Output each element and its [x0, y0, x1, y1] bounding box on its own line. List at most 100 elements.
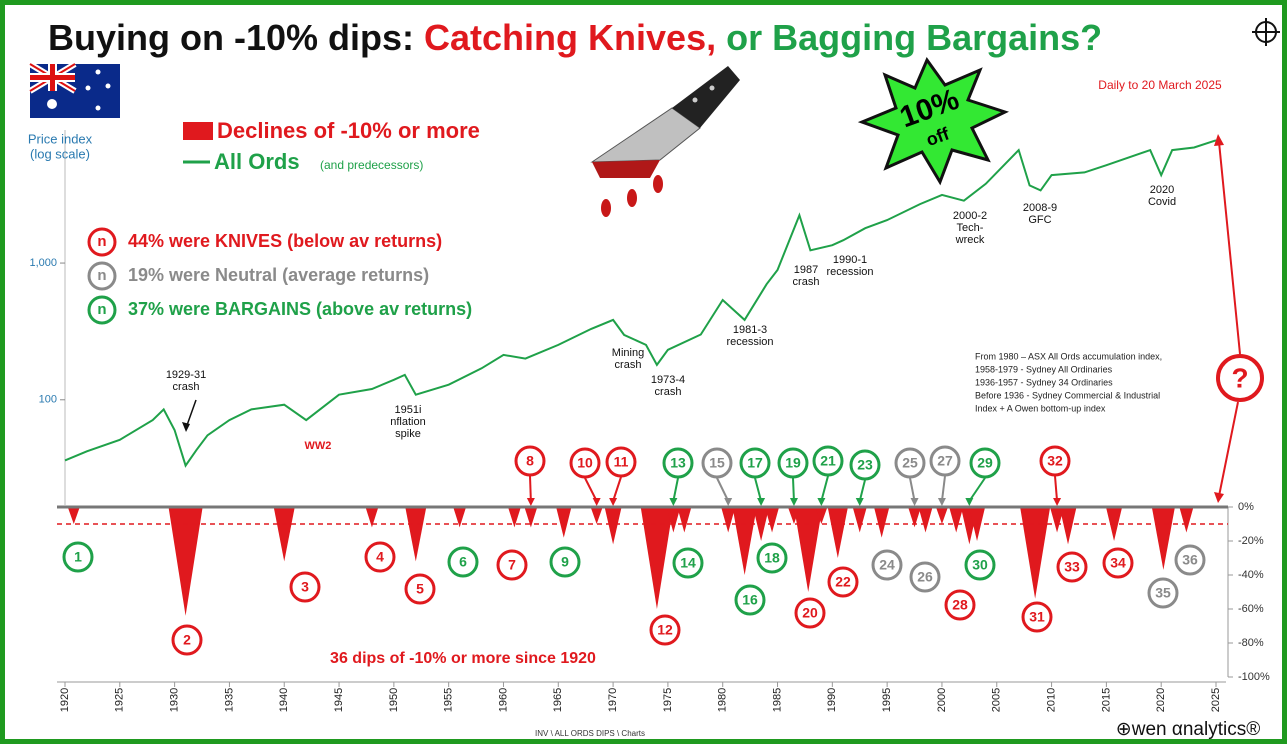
dip-label: 2	[183, 632, 191, 648]
stat-text: 37% were BARGAINS (above av returns)	[128, 299, 472, 319]
x-tick-label: 2025	[1210, 688, 1222, 712]
x-tick-label: 1955	[443, 688, 455, 712]
summary: 36 dips of -10% or more since 1920	[330, 650, 596, 667]
x-tick-label: 1945	[333, 688, 345, 712]
question-mark: ?	[1231, 362, 1248, 393]
x-tick-label: 1925	[114, 688, 126, 712]
annotation: crash	[793, 276, 820, 288]
annotation: 1929-31	[166, 369, 206, 381]
dip-label: 8	[526, 453, 534, 469]
x-tick-label: 2000	[936, 688, 948, 712]
x-tick-label: 2010	[1045, 688, 1057, 712]
x-tick-label: 1960	[497, 688, 509, 712]
dip-label: 36	[1182, 552, 1198, 568]
y-axis-label: (log scale)	[30, 146, 90, 161]
x-tick-label: 2020	[1155, 688, 1167, 712]
annotation: Covid	[1148, 196, 1176, 208]
dip-label: 34	[1110, 555, 1126, 571]
label-arrow	[530, 476, 531, 501]
y-tick-label: -100%	[1238, 671, 1270, 683]
y-tick-label: -20%	[1238, 535, 1264, 547]
dip-label: 1	[74, 549, 82, 565]
flag	[30, 64, 120, 118]
dip-label: 21	[820, 453, 836, 469]
dip-label: 20	[802, 605, 818, 621]
x-tick-label: 1940	[278, 688, 290, 712]
legend-note: (and predecessors)	[320, 158, 423, 172]
title-part: or Bagging Bargains?	[726, 17, 1102, 58]
dip-label: 22	[835, 574, 851, 590]
dip-label: 3	[301, 579, 309, 595]
annotation: Mining	[612, 347, 644, 359]
y-tick-label: -60%	[1238, 603, 1264, 615]
dip-label: 11	[614, 454, 629, 470]
x-tick-label: 1970	[607, 688, 619, 712]
dip-label: 4	[376, 549, 384, 565]
dip-label: 23	[857, 457, 873, 473]
annotation: recession	[826, 266, 873, 278]
x-tick-label: 1930	[169, 688, 181, 712]
note-line: Index + A Owen bottom-up index	[975, 403, 1106, 413]
annotation: Tech-	[957, 222, 984, 234]
annotation: recession	[726, 336, 773, 348]
note-line: Before 1936 - Sydney Commercial & Indust…	[975, 390, 1160, 400]
dip-label: 33	[1064, 559, 1080, 575]
annotation: 2000-2	[953, 210, 987, 222]
annotation: WW2	[305, 440, 332, 452]
dip-label: 17	[747, 455, 763, 471]
dip-label: 31	[1029, 609, 1045, 625]
x-tick-label: 1950	[388, 688, 400, 712]
annotation: 1990-1	[833, 254, 867, 266]
note-line: 1936-1957 - Sydney 34 Ordinaries	[975, 377, 1113, 387]
dip-label: 26	[917, 569, 933, 585]
stat-marker-label: n	[97, 233, 106, 250]
annotation: crash	[655, 386, 682, 398]
legend-label: All Ords	[214, 149, 300, 174]
x-tick-label: 1975	[662, 688, 674, 712]
dip-label: 27	[937, 453, 953, 469]
dip-label: 16	[742, 592, 758, 608]
annotation: 2008-9	[1023, 202, 1057, 214]
x-tick-label: 1980	[717, 688, 729, 712]
dip-label: 28	[952, 597, 968, 613]
label-arrow	[793, 478, 794, 501]
dip-label: 35	[1155, 585, 1171, 601]
annotation: GFC	[1028, 214, 1051, 226]
x-tick-label: 2005	[991, 688, 1003, 712]
annotation: 2020	[1150, 184, 1174, 196]
y-tick-label: 1,000	[29, 257, 57, 269]
x-tick-label: 2015	[1100, 688, 1112, 712]
dip-label: 7	[508, 557, 516, 573]
y-axis-label: Price index	[28, 131, 93, 146]
dip-label: 32	[1047, 453, 1063, 469]
dip-label: 14	[680, 555, 696, 571]
chart: Buying on -10% dips: Catching Knives, or…	[0, 0, 1287, 744]
dip-label: 12	[657, 622, 673, 638]
stat-marker-label: n	[97, 301, 106, 318]
annotation: 1973-4	[651, 374, 685, 386]
note-line: 1958-1979 - Sydney All Ordinaries	[975, 364, 1113, 374]
stat-marker-label: n	[97, 267, 106, 284]
dip-label: 24	[879, 557, 895, 573]
annotation: wreck	[955, 234, 985, 246]
dip-label: 6	[459, 554, 467, 570]
note-line: From 1980 – ASX All Ords accumulation in…	[975, 351, 1162, 361]
brand: ⊕wen αnalytics®	[1116, 719, 1260, 740]
chart-title: Buying on -10% dips: Catching Knives, or…	[48, 17, 1102, 58]
annotation: crash	[173, 381, 200, 393]
annotation: 1987	[794, 264, 818, 276]
legend-swatch	[183, 122, 213, 140]
dip-label: 10	[577, 455, 593, 471]
title-part: Catching Knives,	[424, 17, 716, 58]
dip-label: 9	[561, 554, 569, 570]
dip-label: 25	[902, 455, 918, 471]
y-tick-label: 100	[39, 394, 57, 406]
stat-text: 44% were KNIVES (below av returns)	[128, 231, 442, 251]
dip-label: 30	[972, 557, 988, 573]
x-tick-label: 1965	[552, 688, 564, 712]
title-part: Buying on -10% dips:	[48, 17, 414, 58]
annotation: 1981-3	[733, 324, 767, 336]
dip-label: 13	[670, 455, 686, 471]
dip-label: 19	[785, 455, 801, 471]
y-tick-label: 0%	[1238, 501, 1254, 513]
